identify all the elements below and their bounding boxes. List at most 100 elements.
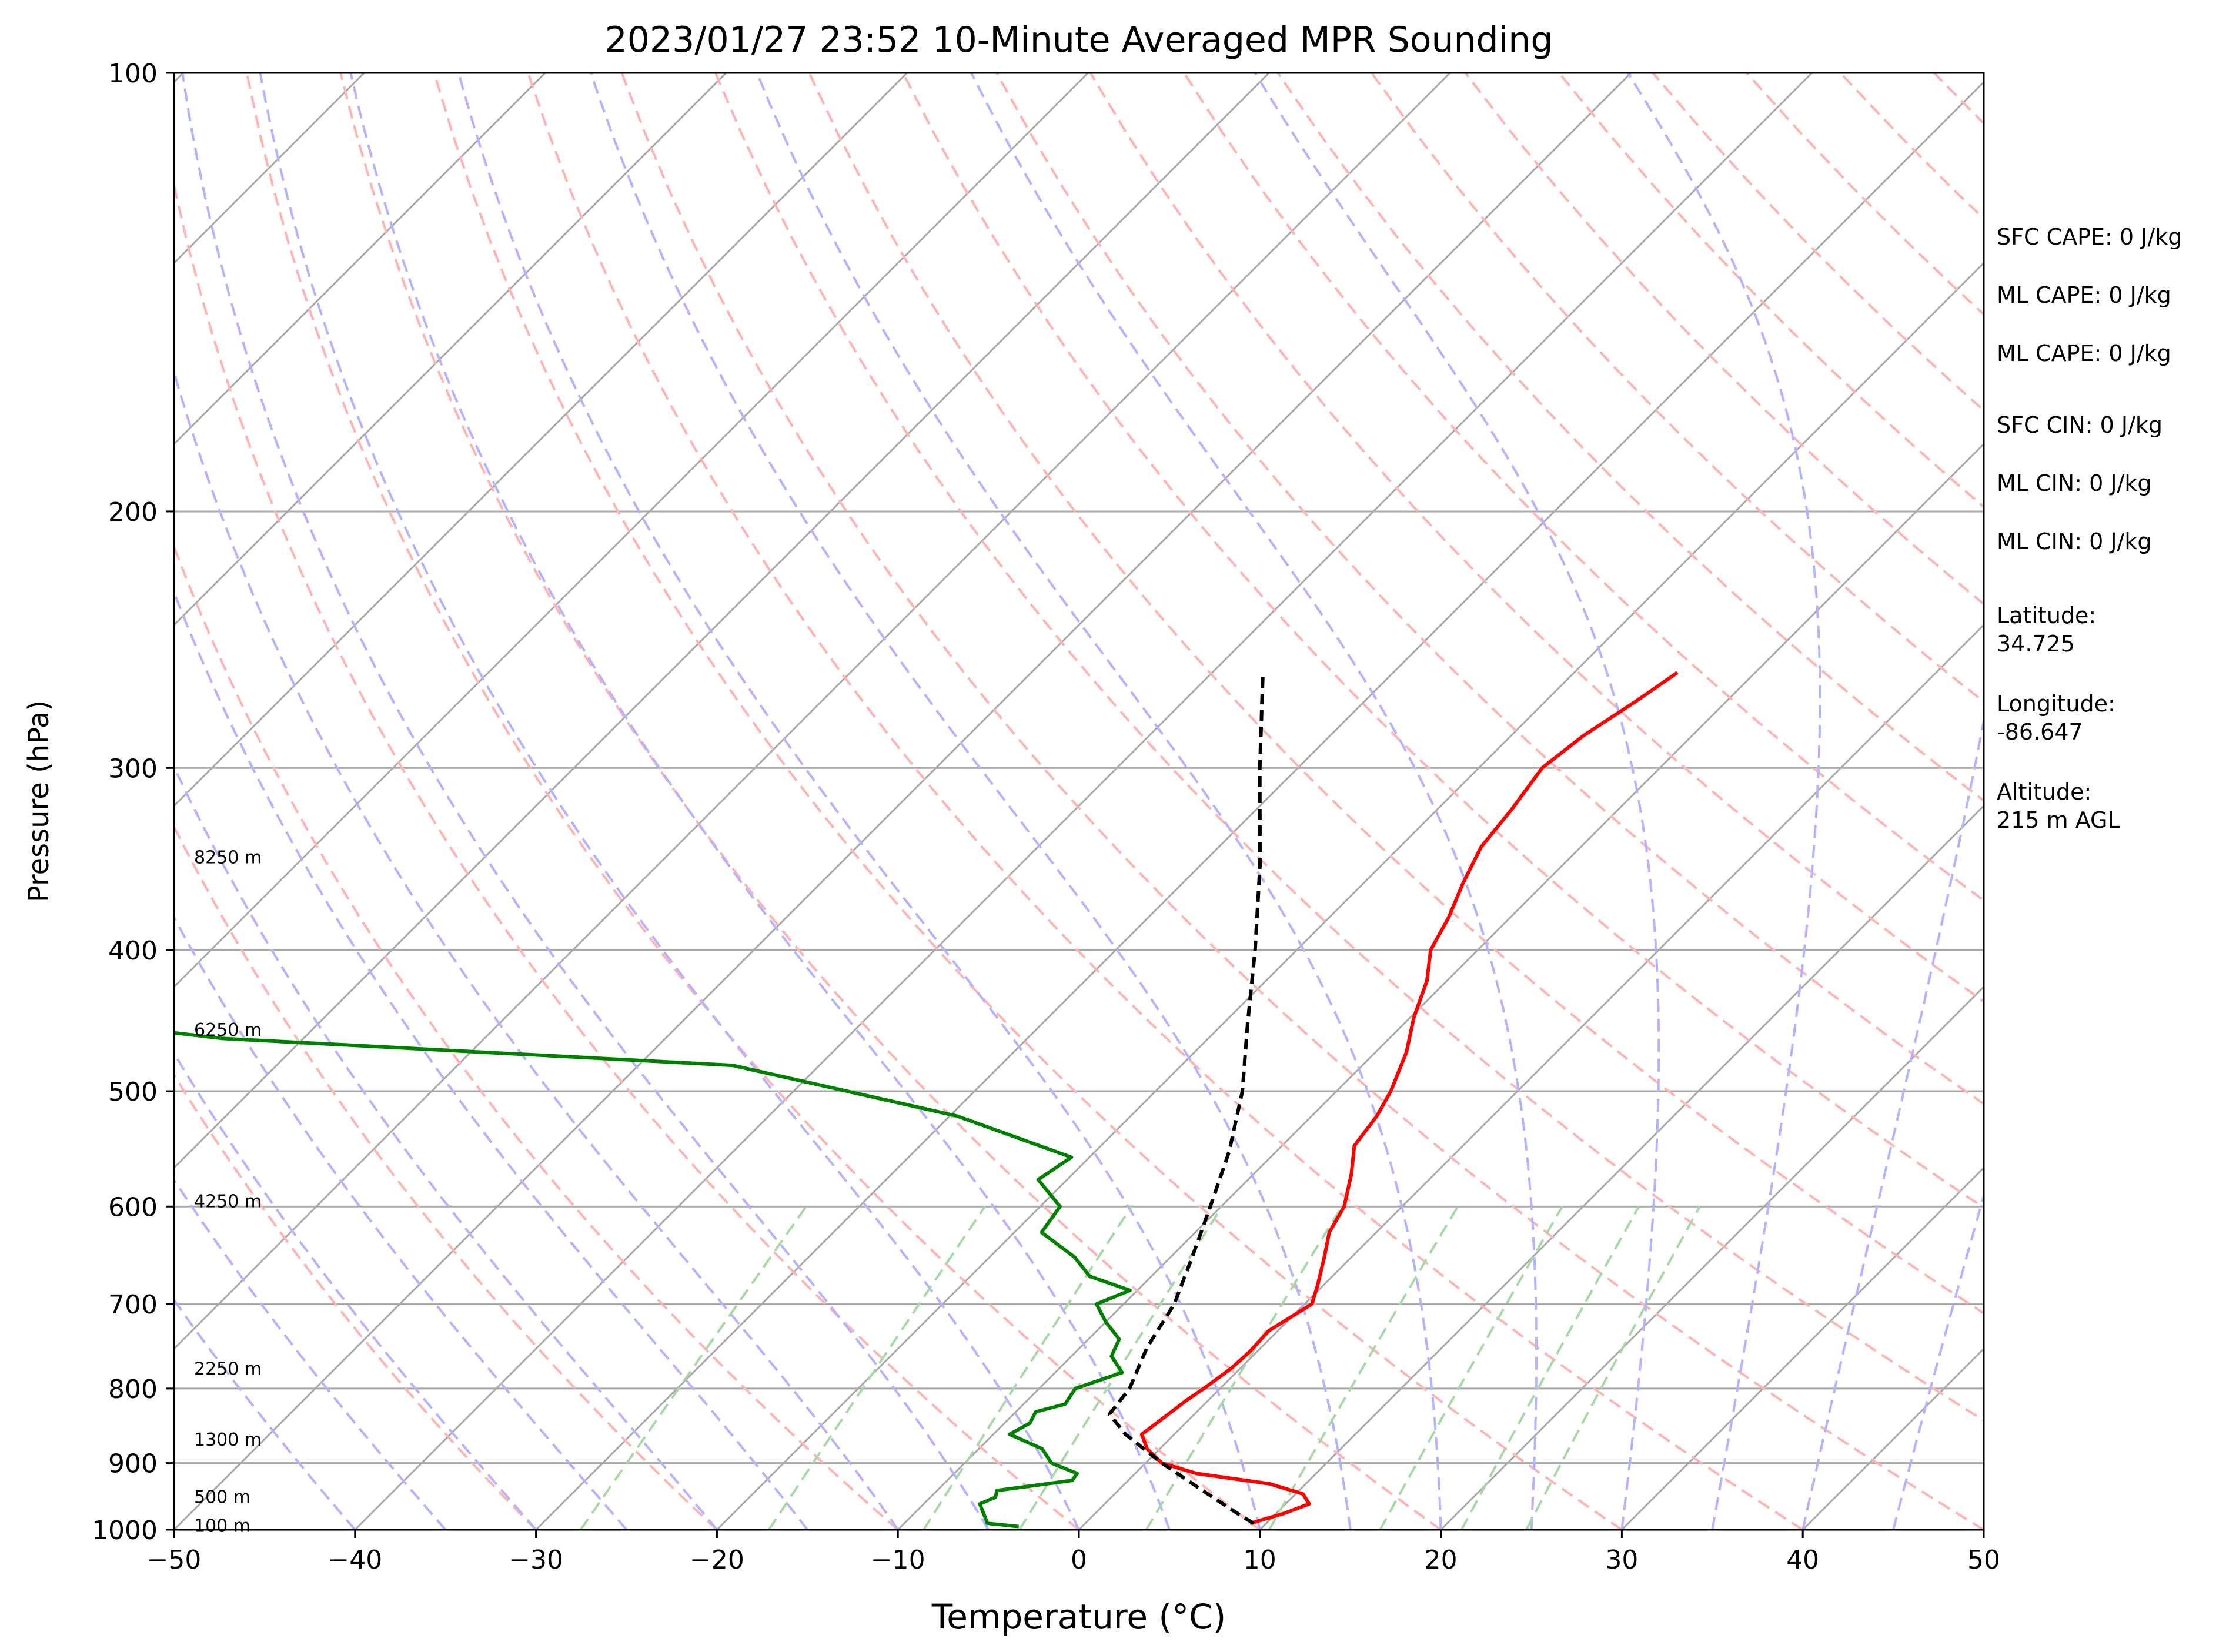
dry-adiabat-8 <box>620 73 1984 1530</box>
dry-adiabat-2 <box>174 543 899 1530</box>
isotherm-15 <box>897 443 1984 1530</box>
isotherm-17 <box>1259 804 1984 1530</box>
dry-adiabat-1 <box>174 824 718 1530</box>
parcel-line <box>1108 672 1265 1525</box>
y-tick-label-6: 700 <box>108 1290 158 1320</box>
background-lines <box>174 73 2226 1530</box>
y-tick-label-8: 900 <box>108 1449 158 1479</box>
dry-adiabat-16 <box>1371 73 1984 704</box>
x-axis-ticks: −50 −40 −30 −20 −10 0 10 20 30 40 50 <box>147 1530 2000 1575</box>
x-tick-label-2: −30 <box>509 1545 563 1575</box>
mixing-ratio-1 <box>768 1206 986 1530</box>
moist-adiabat-11 <box>590 73 1352 1530</box>
temperature-line <box>1139 671 1679 1526</box>
y-tick-label-0: 100 <box>108 59 158 89</box>
height-label-3: 2250 m <box>194 1359 262 1379</box>
dry-adiabat-0 <box>174 1072 537 1530</box>
dry-adiabat-14 <box>1183 73 1984 902</box>
isotherm-19 <box>1621 1166 1984 1530</box>
x-tick-label-3: −20 <box>690 1545 744 1575</box>
isotherm-8 <box>174 73 1089 988</box>
chart-title: 2023/01/27 23:52 10-Minute Averaged MPR … <box>605 19 1553 61</box>
moist-adiabat-5 <box>174 589 808 1530</box>
longitude-label: Longitude: <box>1997 691 2115 717</box>
moist-adiabat-16 <box>1801 714 1984 1530</box>
height-label-5: 6250 m <box>194 1020 262 1041</box>
isotherm-13 <box>535 81 1984 1530</box>
stat-ml-cin-2: ML CIN: 0 J/kg <box>1997 529 2151 554</box>
y-axis-ticks: 100 200 300 400 500 600 700 800 900 1000 <box>92 59 174 1546</box>
plot-frame <box>173 72 1985 1531</box>
x-tick-label-1: −40 <box>327 1545 382 1575</box>
moist-adiabat-12 <box>756 73 1442 1530</box>
x-axis-label: Temperature (°C) <box>931 1597 1226 1637</box>
mixing-ratio-4 <box>1145 1206 1343 1530</box>
isotherm-18 <box>1440 985 1984 1530</box>
y-tick-label-7: 800 <box>108 1375 158 1404</box>
dry-adiabat-11 <box>901 73 1984 1209</box>
latitude-value: 34.725 <box>1997 631 2075 657</box>
mixing-ratio-0 <box>579 1206 807 1530</box>
isotherm-16 <box>1078 623 1984 1530</box>
altitude-label: Altitude: <box>1997 779 2091 805</box>
isotherm-5 <box>174 73 546 446</box>
stat-ml-cape-2: ML CAPE: 0 J/kg <box>1997 340 2171 366</box>
series-lines <box>174 671 1679 1529</box>
stat-sfc-cin: SFC CIN: 0 J/kg <box>1997 412 2163 438</box>
dry-adiabat-4 <box>245 73 1261 1530</box>
moist-adiabat-6 <box>174 367 899 1530</box>
x-tick-label-6: 10 <box>1244 1545 1276 1575</box>
moist-adiabat-7 <box>181 73 990 1530</box>
stat-sfc-cape: SFC CAPE: 0 J/kg <box>1997 224 2182 250</box>
moist-adiabat-4 <box>174 764 718 1530</box>
latitude-label: Latitude: <box>1997 603 2096 628</box>
height-label-2: 1300 m <box>194 1430 262 1450</box>
height-labels: 100 m 500 m 1300 m 2250 m 4250 m 6250 m 8250 m <box>194 848 262 1537</box>
stats-panel: SFC CAPE: 0 J/kg ML CAPE: 0 J/kg ML CAPE… <box>1997 224 2182 833</box>
mixing-ratio-6 <box>1379 1206 1563 1530</box>
mixing-ratio-5 <box>1268 1206 1459 1530</box>
dry-adiabat-9 <box>714 73 1984 1422</box>
height-label-6: 8250 m <box>194 848 262 868</box>
y-tick-label-9: 1000 <box>92 1516 158 1546</box>
moist-adiabat-17 <box>1892 1191 1984 1530</box>
moist-adiabat-2 <box>174 1051 537 1530</box>
x-tick-label-4: −10 <box>871 1545 925 1575</box>
stat-ml-cin: ML CIN: 0 J/kg <box>1997 470 2151 496</box>
x-tick-label-8: 30 <box>1605 1545 1638 1575</box>
dewpoint-line <box>174 1031 1132 1529</box>
moist-adiabat-3 <box>174 915 628 1530</box>
isotherm-7 <box>174 73 908 807</box>
moist-adiabat-15 <box>1627 73 1821 1530</box>
stat-ml-cape: ML CAPE: 0 J/kg <box>1997 282 2171 308</box>
dry-adiabat-10 <box>808 73 1984 1315</box>
altitude-value: 215 m AGL <box>1997 807 2120 833</box>
moist-adiabat-13 <box>970 73 1538 1530</box>
longitude-value: -86.647 <box>1997 719 2083 745</box>
x-tick-label-7: 20 <box>1425 1545 1458 1575</box>
isotherm-12 <box>354 73 1813 1530</box>
x-tick-label-0: −50 <box>147 1545 202 1575</box>
isotherm-22 <box>2165 73 2226 1530</box>
height-label-1: 500 m <box>194 1487 250 1508</box>
mixing-ratio-7 <box>1460 1206 1640 1530</box>
dry-adiabat-3 <box>174 179 1080 1530</box>
y-axis-label: Pressure (hPa) <box>22 700 55 902</box>
isotherm-10 <box>174 73 1451 1350</box>
y-tick-label-1: 200 <box>108 497 158 527</box>
y-tick-label-3: 400 <box>108 936 158 966</box>
dry-adiabat-12 <box>995 73 1984 1106</box>
mixing-ratio-8 <box>1525 1206 1701 1530</box>
height-label-0: 100 m <box>194 1516 250 1536</box>
moist-adiabat-14 <box>1254 73 1660 1530</box>
mixing-ratio-3 <box>1018 1206 1224 1530</box>
isotherm-14 <box>716 262 1984 1530</box>
x-tick-label-10: 50 <box>1967 1545 2000 1575</box>
y-tick-label-4: 500 <box>108 1077 158 1107</box>
height-label-4: 4250 m <box>194 1191 262 1212</box>
dry-adiabat-13 <box>1089 73 1984 1003</box>
dry-adiabat-5 <box>339 73 1442 1530</box>
isotherm-11 <box>174 73 1632 1530</box>
dry-adiabat-7 <box>527 73 1804 1530</box>
